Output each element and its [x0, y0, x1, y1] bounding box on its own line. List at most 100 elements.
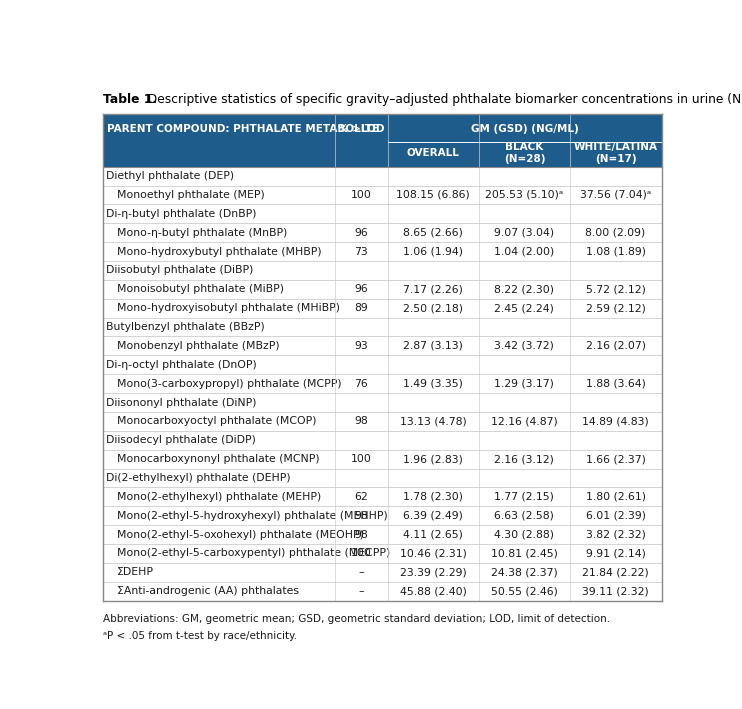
Text: 98: 98: [355, 530, 368, 540]
Text: 1.08 (1.89): 1.08 (1.89): [585, 247, 646, 257]
FancyBboxPatch shape: [103, 374, 662, 393]
Text: 4.30 (2.88): 4.30 (2.88): [494, 530, 554, 540]
Text: 7.17 (2.26): 7.17 (2.26): [404, 284, 463, 294]
Text: 62: 62: [355, 492, 368, 502]
FancyBboxPatch shape: [103, 431, 662, 450]
Text: Di-η-butyl phthalate (DnBP): Di-η-butyl phthalate (DnBP): [106, 209, 257, 219]
Text: 100: 100: [351, 454, 372, 464]
Text: 10.81 (2.45): 10.81 (2.45): [491, 549, 558, 559]
Text: 1.66 (2.37): 1.66 (2.37): [585, 454, 646, 464]
Text: Di(2-ethylhexyl) phthalate (DEHP): Di(2-ethylhexyl) phthalate (DEHP): [106, 473, 291, 483]
Text: Diisodecyl phthalate (DiDP): Diisodecyl phthalate (DiDP): [106, 435, 256, 445]
Text: 96: 96: [355, 228, 368, 238]
FancyBboxPatch shape: [103, 487, 662, 506]
Text: Mono(2-ethyl-5-hydroxyhexyl) phthalate (MEHHP): Mono(2-ethyl-5-hydroxyhexyl) phthalate (…: [116, 510, 387, 520]
FancyBboxPatch shape: [103, 280, 662, 298]
Text: –: –: [358, 586, 364, 596]
Text: 76: 76: [355, 379, 368, 389]
Text: 1.96 (2.83): 1.96 (2.83): [404, 454, 463, 464]
FancyBboxPatch shape: [103, 204, 662, 223]
Text: 1.29 (3.17): 1.29 (3.17): [494, 379, 554, 389]
Text: 9.91 (2.14): 9.91 (2.14): [585, 549, 646, 559]
FancyBboxPatch shape: [103, 167, 662, 186]
FancyBboxPatch shape: [103, 412, 662, 431]
Text: 73: 73: [355, 247, 368, 257]
Text: 2.59 (2.12): 2.59 (2.12): [585, 303, 646, 313]
Text: 8.65 (2.66): 8.65 (2.66): [404, 228, 463, 238]
Text: 6.39 (2.49): 6.39 (2.49): [404, 510, 463, 520]
FancyBboxPatch shape: [103, 525, 662, 544]
Text: Mono-hydroxybutyl phthalate (MHBP): Mono-hydroxybutyl phthalate (MHBP): [116, 247, 321, 257]
FancyBboxPatch shape: [103, 393, 662, 412]
Text: Mono(3-carboxypropyl) phthalate (MCPP): Mono(3-carboxypropyl) phthalate (MCPP): [116, 379, 341, 389]
Text: OVERALL: OVERALL: [407, 148, 460, 158]
Text: Diisobutyl phthalate (DiBP): Diisobutyl phthalate (DiBP): [106, 265, 253, 276]
Text: 1.06 (1.94): 1.06 (1.94): [404, 247, 463, 257]
Text: 2.45 (2.24): 2.45 (2.24): [494, 303, 554, 313]
Text: BLACK
(N=28): BLACK (N=28): [504, 142, 545, 164]
Text: 6.63 (2.58): 6.63 (2.58): [494, 510, 554, 520]
Text: % >LOD: % >LOD: [338, 124, 384, 134]
Text: 1.49 (3.35): 1.49 (3.35): [404, 379, 463, 389]
Text: 37.56 (7.04)ᵃ: 37.56 (7.04)ᵃ: [580, 190, 651, 200]
FancyBboxPatch shape: [103, 318, 662, 337]
Text: 50.55 (2.46): 50.55 (2.46): [491, 586, 558, 596]
Text: 4.11 (2.65): 4.11 (2.65): [404, 530, 463, 540]
Text: ΣDEHP: ΣDEHP: [116, 567, 154, 577]
Text: ᵃP < .05 from t-test by race/ethnicity.: ᵃP < .05 from t-test by race/ethnicity.: [103, 632, 297, 642]
FancyBboxPatch shape: [103, 186, 662, 204]
Text: 3.42 (3.72): 3.42 (3.72): [494, 341, 554, 351]
Text: 100: 100: [351, 190, 372, 200]
FancyBboxPatch shape: [103, 298, 662, 318]
Text: 2.16 (3.12): 2.16 (3.12): [494, 454, 554, 464]
Text: 100: 100: [351, 549, 372, 559]
Text: 9.07 (3.04): 9.07 (3.04): [494, 228, 554, 238]
Text: 89: 89: [355, 303, 368, 313]
Text: 108.15 (6.86): 108.15 (6.86): [396, 190, 470, 200]
Text: 39.11 (2.32): 39.11 (2.32): [582, 586, 649, 596]
Text: WHITE/LATINA
(N=17): WHITE/LATINA (N=17): [574, 142, 657, 164]
Text: 1.78 (2.30): 1.78 (2.30): [404, 492, 463, 502]
Text: Diethyl phthalate (DEP): Diethyl phthalate (DEP): [106, 171, 234, 181]
Text: Abbreviations: GM, geometric mean; GSD, geometric standard deviation; LOD, limit: Abbreviations: GM, geometric mean; GSD, …: [103, 615, 610, 625]
Text: Butylbenzyl phthalate (BBzP): Butylbenzyl phthalate (BBzP): [106, 322, 265, 332]
Text: ΣAnti-androgenic (AA) phthalates: ΣAnti-androgenic (AA) phthalates: [116, 586, 299, 596]
FancyBboxPatch shape: [103, 544, 662, 563]
FancyBboxPatch shape: [103, 563, 662, 581]
Text: 14.89 (4.83): 14.89 (4.83): [582, 416, 649, 426]
Text: 23.39 (2.29): 23.39 (2.29): [400, 567, 467, 577]
FancyBboxPatch shape: [103, 261, 662, 280]
Text: 1.88 (3.64): 1.88 (3.64): [585, 379, 646, 389]
Text: 21.84 (2.22): 21.84 (2.22): [582, 567, 649, 577]
Text: 205.53 (5.10)ᵃ: 205.53 (5.10)ᵃ: [485, 190, 563, 200]
Text: 45.88 (2.40): 45.88 (2.40): [400, 586, 467, 596]
Text: Monobenzyl phthalate (MBzP): Monobenzyl phthalate (MBzP): [116, 341, 280, 351]
Text: 5.72 (2.12): 5.72 (2.12): [585, 284, 646, 294]
Text: 10.46 (2.31): 10.46 (2.31): [400, 549, 467, 559]
Text: Mono(2-ethyl-5-oxohexyl) phthalate (MEOHP): Mono(2-ethyl-5-oxohexyl) phthalate (MEOH…: [116, 530, 364, 540]
Text: 24.38 (2.37): 24.38 (2.37): [491, 567, 558, 577]
FancyBboxPatch shape: [103, 242, 662, 261]
Text: Mono(2-ethylhexyl) phthalate (MEHP): Mono(2-ethylhexyl) phthalate (MEHP): [116, 492, 321, 502]
Text: Monoethyl phthalate (MEP): Monoethyl phthalate (MEP): [116, 190, 265, 200]
Text: 93: 93: [355, 341, 368, 351]
Text: Mono(2-ethyl-5-carboxypentyl) phthalate (MECPP): Mono(2-ethyl-5-carboxypentyl) phthalate …: [116, 549, 390, 559]
Text: 12.16 (4.87): 12.16 (4.87): [491, 416, 558, 426]
Text: Table 1.: Table 1.: [103, 93, 157, 106]
Text: 8.00 (2.09): 8.00 (2.09): [585, 228, 646, 238]
Text: Mono-hydroxyisobutyl phthalate (MHiBP): Mono-hydroxyisobutyl phthalate (MHiBP): [116, 303, 340, 313]
Text: GM (GSD) (NG/ML): GM (GSD) (NG/ML): [470, 124, 578, 134]
Text: 1.04 (2.00): 1.04 (2.00): [494, 247, 554, 257]
Text: 1.80 (2.61): 1.80 (2.61): [585, 492, 646, 502]
Text: 3.82 (2.32): 3.82 (2.32): [585, 530, 646, 540]
FancyBboxPatch shape: [103, 506, 662, 525]
FancyBboxPatch shape: [103, 469, 662, 487]
Text: –: –: [358, 567, 364, 577]
Text: PARENT COMPOUND: PHTHALATE METABOLITE: PARENT COMPOUND: PHTHALATE METABOLITE: [107, 124, 378, 134]
Text: 8.22 (2.30): 8.22 (2.30): [494, 284, 554, 294]
FancyBboxPatch shape: [103, 337, 662, 355]
Text: 98: 98: [355, 510, 368, 520]
FancyBboxPatch shape: [103, 450, 662, 469]
Text: Monoisobutyl phthalate (MiBP): Monoisobutyl phthalate (MiBP): [116, 284, 283, 294]
Text: Diisononyl phthalate (DiNP): Diisononyl phthalate (DiNP): [106, 398, 257, 408]
